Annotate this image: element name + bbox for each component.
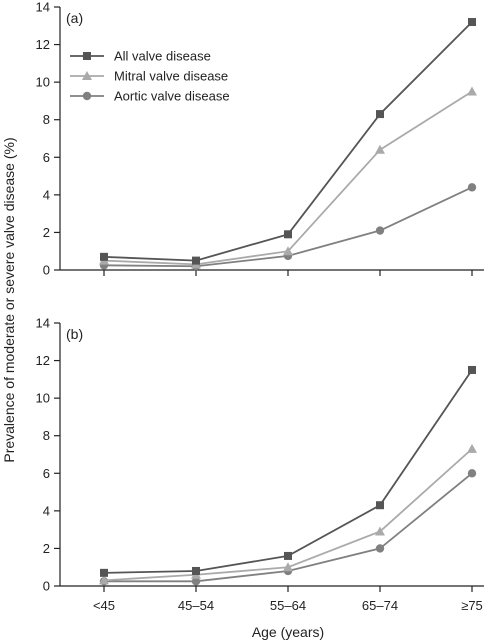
- y-tick-label: 8: [43, 428, 50, 443]
- x-tick-label: 45–54: [178, 598, 214, 613]
- y-tick-label: 6: [43, 466, 50, 481]
- data-point-circle: [375, 544, 385, 553]
- panels-group: 0 2 4 6 8 10 12 14 (a) All valve disease Mitral va…: [36, 0, 484, 613]
- data-point-triangle: [375, 526, 385, 536]
- data-point-triangle: [283, 246, 293, 256]
- x-axis-title: Age (years): [252, 624, 324, 640]
- y-tick-label: 0: [43, 263, 50, 278]
- data-point-circle: [191, 577, 201, 586]
- panel-b: 0 2 4 6 8 10 12 14 <45 45–54 55–64 65–74 ≥75 (b): [36, 316, 484, 613]
- y-tick-label: 10: [36, 391, 50, 406]
- data-point-triangle: [467, 443, 477, 453]
- y-tick-label: 14: [36, 316, 50, 331]
- series-all-valve-disease: [100, 365, 476, 577]
- panel-a: 0 2 4 6 8 10 12 14 (a) All valve disease Mitral va…: [36, 0, 484, 278]
- panel-label: (a): [66, 10, 83, 26]
- y-tick-label: 14: [36, 0, 50, 15]
- data-point-square: [468, 18, 476, 27]
- data-point-square: [468, 365, 476, 374]
- data-point-circle: [375, 226, 385, 235]
- legend-label: Aortic valve disease: [114, 89, 230, 104]
- legend-label: Mitral valve disease: [114, 69, 228, 84]
- data-point-square: [284, 551, 292, 560]
- data-point-circle: [467, 469, 477, 478]
- x-tick-label: <45: [93, 598, 115, 613]
- data-point-square: [100, 252, 108, 261]
- data-point-square: [192, 256, 200, 265]
- data-point-triangle: [99, 575, 109, 585]
- x-tick-label: ≥75: [461, 598, 483, 613]
- series-aortic-valve-disease: [99, 183, 477, 271]
- y-tick-label: 8: [43, 112, 50, 127]
- y-tick-label: 2: [43, 225, 50, 240]
- y-tick-label: 4: [43, 503, 50, 518]
- legend: All valve disease Mitral valve disease Aor…: [70, 49, 230, 104]
- series-mitral-valve-disease: [99, 443, 477, 585]
- y-tick-label: 10: [36, 75, 50, 90]
- data-point-triangle: [467, 86, 477, 96]
- x-tick-label: 55–64: [270, 598, 306, 613]
- series-all-valve-disease: [100, 18, 476, 265]
- data-point-triangle: [82, 71, 92, 80]
- y-axis-title: Prevalence of moderate or severe valve d…: [1, 137, 17, 462]
- series-mitral-valve-disease: [99, 86, 477, 269]
- data-point-circle: [82, 91, 92, 101]
- series-line: [103, 448, 473, 582]
- panel-label: (b): [66, 326, 83, 342]
- y-tick-label: 4: [43, 187, 50, 202]
- data-point-square: [100, 568, 108, 577]
- data-point-square: [376, 110, 384, 119]
- data-point-square: [83, 52, 91, 60]
- data-point-circle: [467, 183, 477, 192]
- y-tick-label: 12: [36, 37, 50, 52]
- data-point-triangle: [283, 562, 293, 572]
- y-tick-label: 2: [43, 541, 50, 556]
- x-tick-label: 65–74: [362, 598, 398, 613]
- legend-label: All valve disease: [114, 49, 211, 64]
- data-point-square: [284, 230, 292, 239]
- y-tick-label: 0: [43, 579, 50, 594]
- data-point-triangle: [375, 144, 385, 154]
- data-point-square: [192, 566, 200, 575]
- series-line: [103, 90, 473, 266]
- y-tick-label: 12: [36, 353, 50, 368]
- y-tick-label: 6: [43, 150, 50, 165]
- data-point-square: [376, 501, 384, 510]
- series-line: [103, 369, 473, 574]
